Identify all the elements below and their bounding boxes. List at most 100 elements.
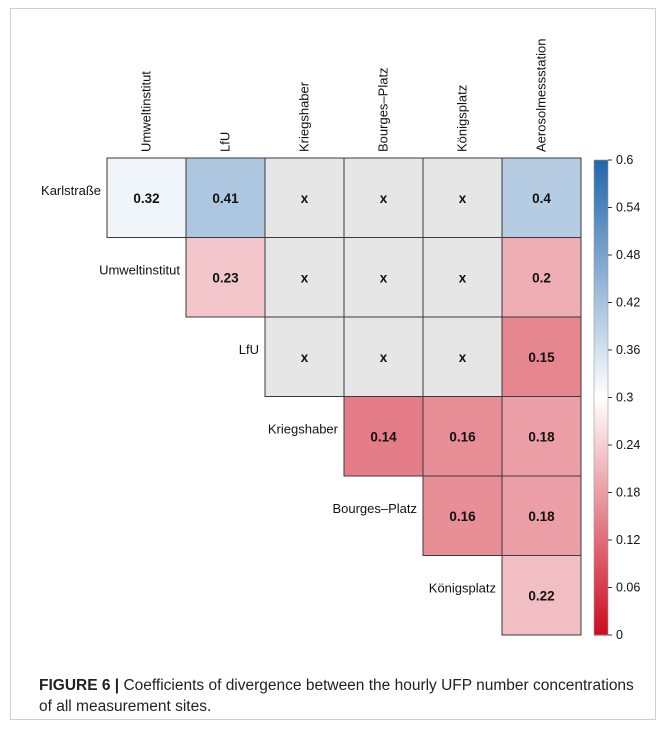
column-label: Aerosolmessstation [534,39,549,152]
colorbar-tick-label: 0.36 [616,343,640,357]
colorbar-tick-label: 0.6 [616,153,633,167]
colorbar-segment [594,361,608,367]
colorbar-segment [594,290,608,296]
colorbar-segment [594,298,608,304]
colorbar-segment [594,187,608,193]
heatmap-cell [422,396,503,477]
column-label: Königsplatz [455,85,470,152]
colorbar-segment [594,294,608,300]
colorbar-segment [594,417,608,422]
colorbar-segment [594,583,608,589]
colorbar-segment [594,397,608,403]
row-label: Karlstraße [41,183,101,198]
colorbar-segment [594,512,608,517]
colorbar-segment [594,619,608,624]
colorbar-segment [594,211,608,217]
colorbar-segment [594,524,608,529]
column-label: Bourges–Platz [376,67,391,152]
colorbar-segment [594,437,608,442]
colorbar-segment [594,274,608,280]
colorbar-segment [594,587,608,593]
colorbar-tick-label: 0.12 [616,533,640,547]
colorbar-tick-label: 0.42 [616,296,640,310]
colorbar-segment [594,452,608,458]
colorbar-segment [594,555,608,561]
colorbar-tick-label: 0 [616,628,623,642]
heatmap-cell [343,396,424,477]
colorbar-segment [594,547,608,553]
heatmap-chart: Umweltinstitut LfU Kriegshaber Bourges–Plat… [41,39,640,642]
colorbar-segment [594,464,608,470]
colorbar-segment [594,405,608,410]
colorbar-segment [594,334,608,339]
colorbar-tick-label: 0.06 [616,581,640,595]
colorbar-segment [594,543,608,549]
row-label: Bourges–Platz [332,501,417,516]
colorbar-segment [594,429,608,434]
cell-value-label: 0.4 [532,191,551,206]
heatmap-cell [501,475,582,556]
colorbar-segment [594,563,608,569]
colorbar-segment [594,282,608,288]
colorbar-segment [594,623,608,628]
colorbar-segment [594,266,608,272]
colorbar-segment [594,262,608,268]
colorbar-segment [594,270,608,276]
colorbar-segment [594,353,608,359]
colorbar-segment [594,500,608,505]
colorbar-segment [594,338,608,343]
colorbar-tick-label: 0.18 [616,486,640,500]
cell-value-label: 0.18 [528,509,555,524]
colorbar-segment [594,350,608,355]
cell-value-label: x [459,191,467,206]
colorbar-segment [594,223,608,228]
cell-value-label: 0.2 [532,270,551,285]
colorbar-segment [594,441,608,446]
cell-value-label: x [380,191,388,206]
heatmap-cell [422,316,503,397]
colorbar-segment [594,480,608,486]
colorbar-segment [594,516,608,521]
colorbar-segment [594,314,608,319]
colorbar-segment [594,536,608,541]
colorbar-segment [594,231,608,236]
colorbar-segment [594,163,608,169]
colorbar-segment [594,559,608,565]
colorbar-segment [594,611,608,616]
cell-value-label: x [459,350,467,365]
heatmap-cell [106,157,187,238]
colorbar-segment [594,330,608,335]
colorbar-segment [594,191,608,197]
colorbar-segment [594,278,608,284]
colorbar-segment [594,385,608,391]
colorbar-segment [594,567,608,573]
colorbar-segment [594,571,608,577]
colorbar-segment [594,235,608,240]
colorbar-segment [594,346,608,351]
colorbar-segment [594,496,608,502]
cell-value-label: 0.16 [449,509,476,524]
heatmap-cell [343,157,424,238]
colorbar-segment [594,207,608,213]
colorbar-segment [594,607,608,612]
colorbar-segment [594,413,608,418]
colorbar-segment [594,183,608,189]
cell-value-label: x [380,270,388,285]
heatmap-cell [501,157,582,238]
colorbar-segment [594,532,608,537]
row-label: Königsplatz [429,580,496,595]
colorbar-segment [594,401,608,407]
colorbar-segment [594,243,608,248]
heatmap-cell [422,237,503,318]
heatmap-cell [264,157,345,238]
column-label: LfU [218,132,233,152]
colorbar-segment [594,239,608,244]
colorbar-segment [594,540,608,545]
figure-frame: Umweltinstitut LfU Kriegshaber Bourges–Plat… [10,8,656,720]
colorbar-segment [594,255,608,260]
cell-value-label: 0.23 [212,270,239,285]
colorbar-segment [594,179,608,185]
heatmap-cell [501,555,582,636]
colorbar-segment [594,215,608,220]
cell-value-label: 0.15 [528,350,555,365]
